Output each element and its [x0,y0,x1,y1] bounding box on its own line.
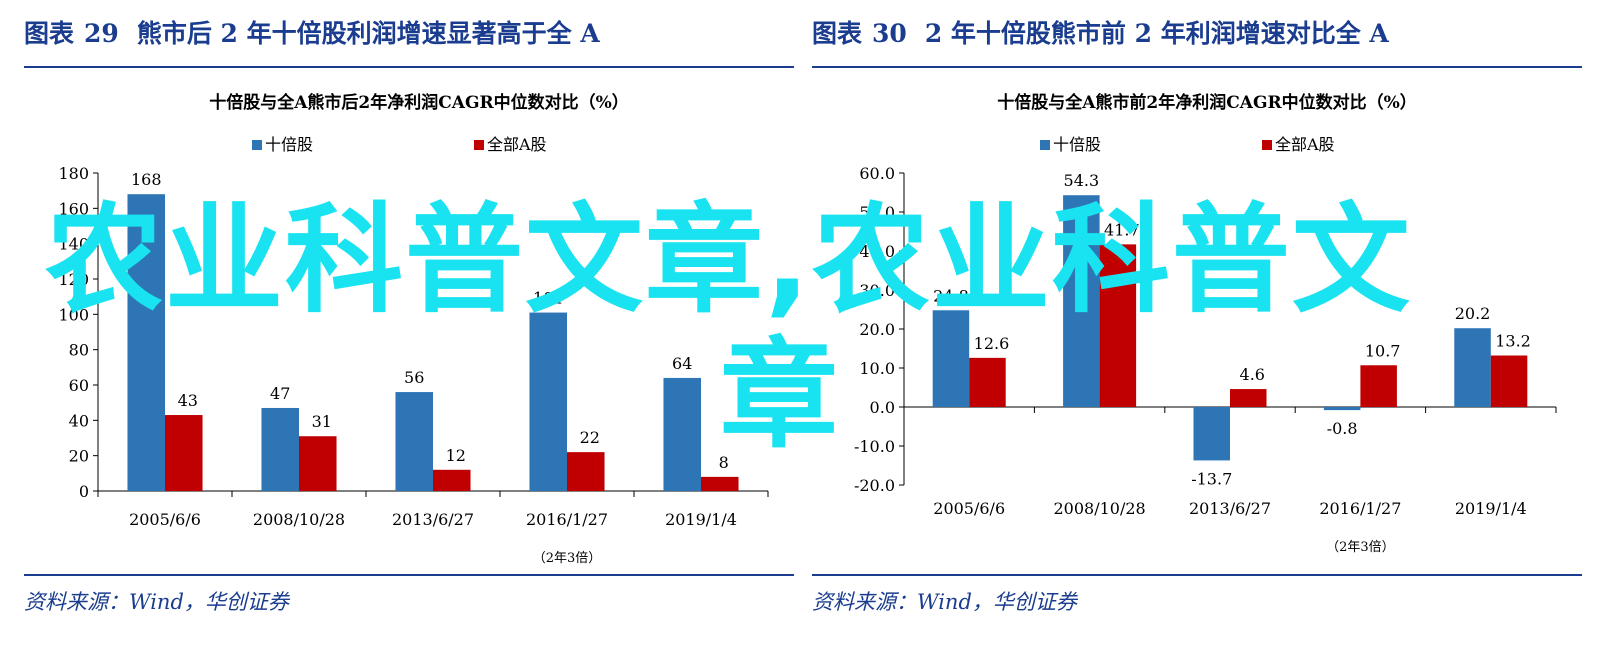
data-label: 13.2 [1495,332,1531,351]
figure-label: 图表 [812,19,863,48]
figure-heading: 2 年十倍股熊市前 2 年利润增速对比全 A [924,19,1389,48]
data-label: 43 [178,391,198,410]
bar [567,452,605,491]
figure-title: 图表 30 2 年十倍股熊市前 2 年利润增速对比全 A [812,12,1389,56]
data-label: 41.7 [1104,220,1140,239]
data-label: 168 [131,170,162,189]
bar [1193,407,1230,461]
bar [1490,355,1528,407]
left-figure-panel: 图表 29 熊市后 2 年十倍股利润增速显著高于全 A 十倍股与全A熊市后2年净利润… [24,0,794,651]
x-tick-label: 2005/6/6 [129,510,201,529]
bar [663,377,701,491]
bar [701,476,739,491]
y-tick-label: -10.0 [854,437,895,456]
data-label: 12 [446,446,466,465]
source-note: 资料来源：Wind，华创证券 [24,590,289,614]
bar [1454,328,1491,407]
bar [1323,407,1361,411]
x-tick-label: 2005/6/6 [933,499,1005,518]
y-tick-label: 20 [69,447,89,466]
data-label: 47 [270,384,290,403]
legend-swatch [1262,140,1272,150]
data-label: -13.7 [1191,469,1232,488]
chart-title: 十倍股与全A熊市后2年净利润CAGR中位数对比（%） [209,92,629,113]
x-tick-label: 2019/1/4 [1455,499,1527,518]
bottom-rule [812,574,1582,576]
data-label: 20.2 [1455,304,1491,323]
right-figure-panel: 图表 30 2 年十倍股熊市前 2 年利润增速对比全 A 十倍股与全A熊市前2年净利… [812,0,1582,651]
bar [395,392,433,491]
legend-label: 十倍股 [1053,135,1101,154]
bar [932,310,970,407]
y-tick-label: -20.0 [854,476,895,495]
y-tick-label: 0 [79,482,89,501]
y-tick-label: 60.0 [859,164,895,183]
data-label: 54.3 [1064,171,1100,190]
legend-swatch [1040,140,1050,150]
y-tick-label: 20.0 [859,320,895,339]
legend-label: 十倍股 [265,135,313,154]
y-tick-label: 10.0 [859,359,895,378]
y-tick-label: 140 [58,235,89,254]
y-tick-label: 80 [69,341,89,360]
chart-title: 十倍股与全A熊市前2年净利润CAGR中位数对比（%） [997,92,1417,113]
bar-chart-before-bear: 十倍股与全A熊市前2年净利润CAGR中位数对比（%） 十倍股 全部A股 -20.0 -1… [854,92,1557,555]
data-label: 4.6 [1240,365,1265,384]
x-tick-label: 2013/6/27 [1189,499,1271,518]
bar [433,469,471,491]
bottom-rule [24,574,794,576]
bar [969,357,1006,407]
data-label: 64 [672,354,692,373]
x-tick-label: 2008/10/28 [253,510,345,529]
data-label: 56 [404,368,424,387]
y-tick-label: 40 [69,411,89,430]
bar [261,407,299,491]
x-tick-label: 2019/1/4 [665,510,737,529]
bar [165,415,203,491]
figure-label: 图表 [24,19,75,48]
y-tick-label: 50.0 [859,203,895,222]
y-tick-label: 30.0 [859,281,895,300]
data-label: 24.8 [933,286,969,305]
figure-number: 30 [872,19,907,48]
y-tick-label: 100 [58,305,89,324]
footnote: （2年3倍） [1326,540,1395,555]
source-note: 资料来源：Wind，华创证券 [812,590,1077,614]
top-rule [24,66,794,68]
y-tick-label: 160 [58,199,89,218]
data-label: -0.8 [1327,419,1358,438]
bar [1230,389,1267,407]
bar [529,312,567,491]
y-tick-label: 40.0 [859,242,895,261]
top-rule [812,66,1582,68]
bar-chart-after-bear: 十倍股与全A熊市后2年净利润CAGR中位数对比（%） 十倍股 全部A股 0 20 40 60… [58,92,769,566]
y-tick-label: 60 [69,376,89,395]
figure-title: 图表 29 熊市后 2 年十倍股利润增速显著高于全 A [24,12,600,56]
data-label: 8 [719,453,729,472]
x-tick-label: 2016/1/27 [1319,499,1401,518]
x-tick-label: 2008/10/28 [1053,499,1145,518]
data-label: 22 [580,428,600,447]
footnote: （2年3倍） [533,551,602,566]
bar [1360,365,1397,407]
bar [1063,195,1100,407]
data-label: 12.6 [974,334,1010,353]
bar [299,436,337,491]
data-label: 101 [533,289,564,308]
legend-label: 全部A股 [1275,135,1335,154]
legend-swatch [252,140,262,150]
figure-number: 29 [84,19,119,48]
y-tick-label: 0.0 [870,398,895,417]
legend-swatch [474,140,484,150]
figure-heading: 熊市后 2 年十倍股利润增速显著高于全 A [136,19,600,48]
bar [1099,244,1137,407]
bar [127,194,165,491]
data-label: 31 [312,412,332,431]
x-tick-label: 2013/6/27 [392,510,474,529]
x-tick-label: 2016/1/27 [526,510,608,529]
y-tick-label: 180 [58,164,89,183]
legend-label: 全部A股 [487,135,547,154]
data-label: 10.7 [1365,341,1401,360]
y-tick-label: 120 [58,270,89,289]
